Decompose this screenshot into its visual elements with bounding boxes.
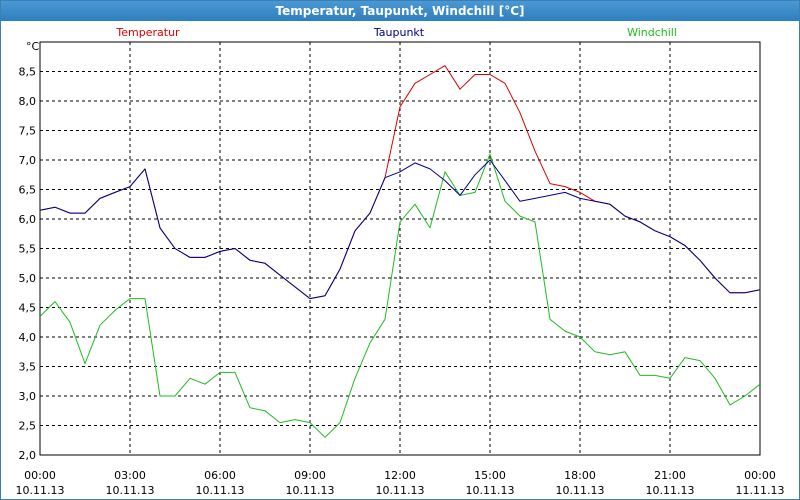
legend-entry: Taupunkt bbox=[373, 26, 425, 39]
window-title: Temperatur, Taupunkt, Windchill [°C] bbox=[1, 1, 799, 21]
y-tick-label: 8,0 bbox=[19, 95, 37, 108]
y-tick-label: 7,0 bbox=[19, 154, 37, 167]
y-tick-label: 6,0 bbox=[19, 213, 37, 226]
y-tick-label: 4,0 bbox=[19, 331, 37, 344]
x-tick-time-label: 00:00 bbox=[744, 469, 776, 482]
x-tick-time-label: 03:00 bbox=[114, 469, 146, 482]
series-line-windchill bbox=[39, 153, 761, 438]
y-tick-label: 5,5 bbox=[19, 243, 37, 256]
x-tick-date-label: 10.11.13 bbox=[16, 484, 65, 497]
y-tick-label: 2,0 bbox=[19, 449, 37, 462]
y-tick-label: 3,0 bbox=[19, 390, 37, 403]
y-tick-label: 5,0 bbox=[19, 272, 37, 285]
y-tick-label: 2,5 bbox=[19, 420, 37, 433]
x-tick-date-label: 10.11.13 bbox=[556, 484, 605, 497]
x-tick-date-label: 10.11.13 bbox=[646, 484, 695, 497]
x-tick-date-label: 10.11.13 bbox=[286, 484, 335, 497]
legend-entry: Temperatur bbox=[115, 26, 180, 39]
y-tick-label: 4,5 bbox=[19, 302, 37, 315]
grid-lines bbox=[40, 42, 760, 456]
y-axis: 2,0 2,5 3,0 3,5 4,0 4,5 5,0 5,5 6,0 6,5 7,0 7,5 8,0 8… bbox=[19, 66, 37, 463]
plot-border bbox=[39, 41, 761, 456]
y-tick-label: 8,5 bbox=[19, 66, 37, 79]
y-tick-label: 3,5 bbox=[19, 361, 37, 374]
x-tick-date-label: 10.11.13 bbox=[106, 484, 155, 497]
x-tick-date-label: 10.11.13 bbox=[466, 484, 515, 497]
legend: Temperatur Taupunkt Windchill bbox=[115, 26, 677, 39]
x-tick-time-label: 06:00 bbox=[204, 469, 236, 482]
series-lines bbox=[39, 65, 761, 438]
x-tick-time-label: 12:00 bbox=[384, 469, 416, 482]
legend-entry: Windchill bbox=[627, 26, 677, 39]
x-tick-time-label: 21:00 bbox=[654, 469, 686, 482]
y-tick-label: 6,5 bbox=[19, 184, 37, 197]
x-tick-time-label: 18:00 bbox=[564, 469, 596, 482]
x-tick-time-label: 00:00 bbox=[24, 469, 56, 482]
series-line-taupunkt bbox=[39, 159, 761, 300]
x-axis: 00:00 10.11.13 03:00 10.11.13 06:00 10.11.13 0… bbox=[16, 469, 785, 497]
x-tick-time-label: 15:00 bbox=[474, 469, 506, 482]
y-axis-label: °C bbox=[26, 40, 40, 53]
x-tick-date-label: 10.11.13 bbox=[196, 484, 245, 497]
y-tick-label: 7,5 bbox=[19, 125, 37, 138]
x-tick-time-label: 09:00 bbox=[294, 469, 326, 482]
x-tick-date-label: 10.11.13 bbox=[376, 484, 425, 497]
x-tick-date-label: 11.11.13 bbox=[736, 484, 785, 497]
